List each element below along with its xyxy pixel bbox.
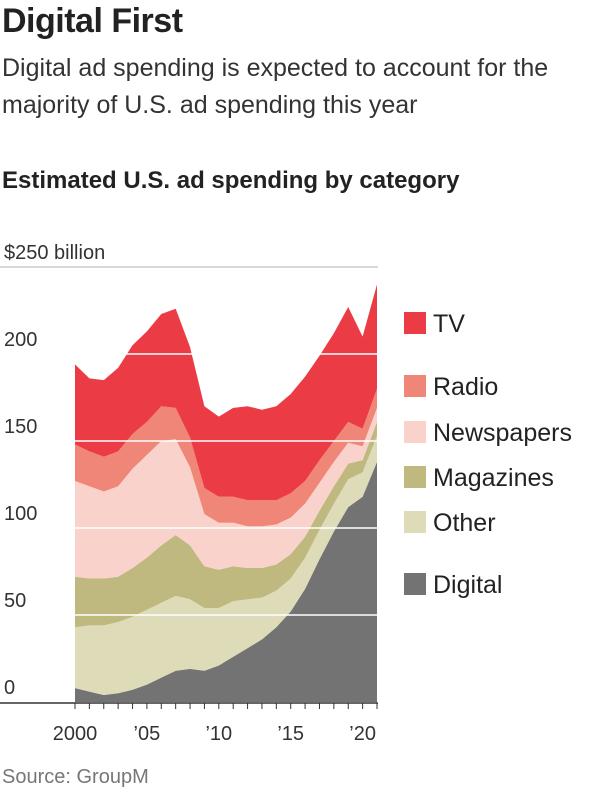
legend-label-other: Other — [433, 509, 496, 537]
area-magazines — [75, 421, 377, 628]
x-tick-label-2015: ’15 — [277, 723, 304, 745]
legend: TV Radio Newspapers Magazines Other Digital — [404, 310, 572, 599]
y-tick-label-0: 0 — [4, 677, 15, 699]
area-radio — [75, 388, 377, 527]
area-tv — [75, 284, 377, 501]
legend-label-radio: Radio — [433, 373, 498, 401]
x-tick-label-2005: ’05 — [134, 723, 161, 745]
y-tick-label-200: 200 — [4, 329, 37, 351]
legend-swatch-digital — [404, 573, 426, 595]
dek: Digital ad spending is expected to accou… — [2, 54, 549, 119]
legend-label-tv: TV — [433, 310, 465, 338]
legend-swatch-other — [404, 511, 426, 533]
legend-label-digital: Digital — [433, 571, 502, 599]
area-digital — [75, 461, 377, 702]
legend-swatch-magazines — [404, 466, 426, 488]
legend-label-newspapers: Newspapers — [433, 419, 572, 447]
y-tick-label-150: 150 — [4, 416, 37, 438]
x-axis: 2000 ’05 ’10 ’15 ’20 — [0, 702, 378, 745]
x-tick-label-2010: ’10 — [205, 723, 232, 745]
legend-swatch-newspapers — [404, 421, 426, 443]
chart-title: Estimated U.S. ad spending by category — [2, 167, 460, 194]
y-tick-label-100: 100 — [4, 503, 37, 525]
y-tick-label-50: 50 — [4, 590, 26, 612]
headline: Digital First — [2, 2, 183, 40]
stacked-areas — [75, 284, 377, 702]
legend-label-magazines: Magazines — [433, 464, 554, 492]
x-tick-label-2020: ’20 — [349, 723, 376, 745]
legend-swatch-tv — [404, 312, 426, 334]
area-other — [75, 435, 377, 695]
gridlines — [0, 266, 378, 616]
x-tick-label-2000: 2000 — [53, 723, 98, 745]
area-newspapers — [75, 407, 377, 579]
y-axis-top-label: $250 billion — [4, 242, 105, 264]
y-axis-ticks: 0 50 100 150 200 $250 billion — [4, 242, 105, 699]
legend-swatch-radio — [404, 375, 426, 397]
source-note: Source: GroupM — [2, 766, 149, 788]
